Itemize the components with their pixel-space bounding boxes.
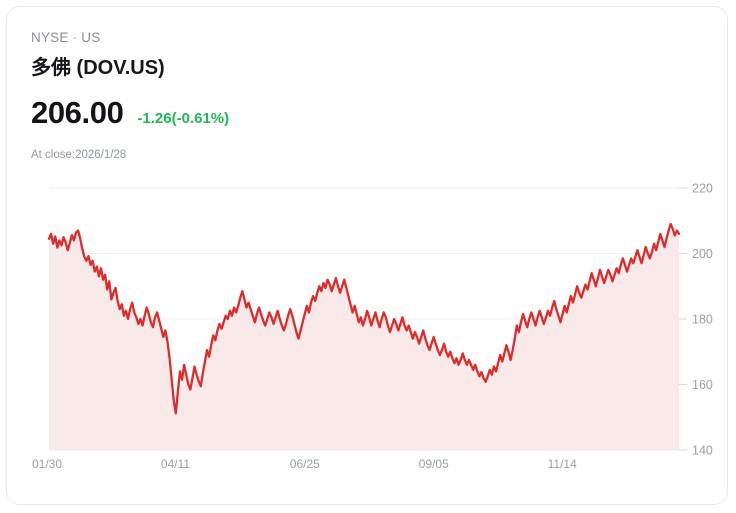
chart-y-axis-labels: 220 200 180 160 140 xyxy=(692,182,713,458)
y-axis-tick-label: 220 xyxy=(692,182,713,196)
region-label: US xyxy=(81,30,101,45)
price-row: 206.00 -1.26(-0.61%) xyxy=(31,95,229,131)
y-axis-tick-label: 160 xyxy=(692,378,713,392)
exchange-label: NYSE xyxy=(31,30,69,45)
separator-dot: · xyxy=(72,30,78,45)
stock-name-title: 多佛 (DOV.US) xyxy=(31,57,165,79)
current-price: 206.00 xyxy=(31,95,124,130)
x-axis-tick-label: 11/14 xyxy=(548,457,577,471)
y-axis-tick-label: 200 xyxy=(692,247,713,261)
chart-line xyxy=(47,222,681,415)
price-chart[interactable]: 220 200 180 160 140 01/30 04/11 06/25 09/05 11/1… xyxy=(7,167,728,497)
chart-x-axis-labels: 01/30 04/11 06/25 09/05 11/14 xyxy=(32,457,577,471)
chart-area-fill xyxy=(49,224,679,450)
stock-quote-card: NYSE · US 多佛 (DOV.US) 206.00 -1.26(-0.61%)… xyxy=(6,6,728,505)
x-axis-tick-label: 09/05 xyxy=(419,457,449,471)
y-axis-tick-label: 140 xyxy=(692,444,713,458)
price-chart-svg[interactable]: 220 200 180 160 140 01/30 04/11 06/25 09/05 11/1… xyxy=(7,167,728,497)
y-axis-tick-label: 180 xyxy=(692,313,713,327)
close-timestamp: At close:2026/1/28 xyxy=(31,149,127,161)
exchange-region-line: NYSE · US xyxy=(31,30,100,45)
x-axis-tick-label: 06/25 xyxy=(290,457,320,471)
x-axis-tick-label: 04/11 xyxy=(161,457,190,471)
price-change: -1.26(-0.61%) xyxy=(137,110,230,127)
x-axis-tick-label: 01/30 xyxy=(32,457,62,471)
